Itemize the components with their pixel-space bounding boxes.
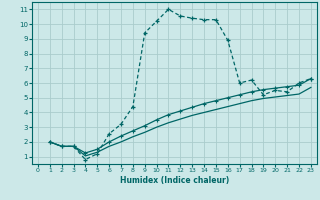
X-axis label: Humidex (Indice chaleur): Humidex (Indice chaleur) [120,176,229,185]
